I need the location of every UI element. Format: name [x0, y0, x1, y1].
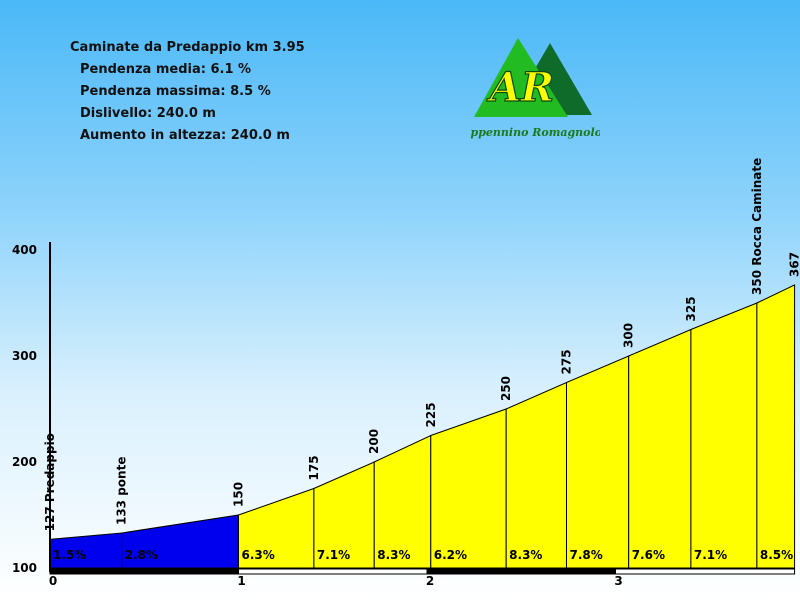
- profile-segment: [628, 328, 692, 569]
- y-tick-label: 200: [12, 455, 37, 469]
- segment-grade-label: 7.6%: [632, 548, 665, 562]
- elevation-point-label: 150: [232, 482, 246, 507]
- segment-grade-label: 8.5%: [760, 548, 793, 562]
- route-title: Caminate da Predappio km 3.95: [70, 40, 305, 55]
- segment-grade-label: 7.8%: [569, 548, 602, 562]
- segment-grade-label: 2.8%: [125, 548, 158, 562]
- logo-front-mountain: [474, 38, 568, 117]
- elevation-point-label: 250: [499, 376, 513, 401]
- profile-labels: 1.5% 2.8% 6.3% 7.1% 8.3% 6.2% 8.3% 7.8% 7.6% 7.1%…: [43, 158, 800, 562]
- y-tick-label: 100: [12, 561, 37, 575]
- elevation-point-label: 325: [684, 296, 698, 321]
- segment-grade-label: 7.1%: [694, 548, 727, 562]
- y-tick-label: 300: [12, 349, 37, 363]
- x-axis-km-bar: [238, 568, 428, 575]
- x-tick-label: 0: [49, 574, 57, 588]
- x-tick-label: 2: [426, 574, 434, 588]
- max-grade: Pendenza massima: 8.5 %: [80, 84, 271, 99]
- profile-segments: [49, 284, 796, 569]
- elevation-point-label: 300: [622, 323, 636, 348]
- x-tick-label: 3: [614, 574, 622, 588]
- profile-segment: [430, 408, 507, 569]
- profile-segment: [565, 355, 630, 569]
- route-info-panel: Caminate da Predappio km 3.95 Pendenza m…: [70, 37, 305, 147]
- elevation-point-label: 350 Rocca Caminate: [750, 158, 764, 295]
- segment-grade-label: 6.3%: [242, 548, 275, 562]
- elevation-point-label: 225: [424, 402, 438, 427]
- logo-letters: AR: [486, 64, 554, 111]
- logo-caption: Appennino Romagnolo: [470, 126, 600, 139]
- average-grade: Pendenza media: 6.1 %: [80, 62, 252, 77]
- elevation-gain: Aumento in altezza: 240.0 m: [80, 128, 290, 143]
- x-axis-km-bar: [49, 568, 239, 575]
- x-tick-label: 1: [237, 574, 245, 588]
- y-tick-label: 400: [12, 243, 37, 257]
- segment-grade-label: 7.1%: [317, 548, 350, 562]
- elevation-point-label: 127 Predappio: [43, 433, 57, 531]
- elevation-point-label: 200: [367, 429, 381, 454]
- segment-grade-label: 8.3%: [377, 548, 410, 562]
- x-axis-km-bar: [426, 568, 616, 575]
- segment-grade-label: 8.3%: [509, 548, 542, 562]
- profile-segment: [690, 302, 758, 569]
- profile-segment: [756, 284, 796, 569]
- chart-axes: 100 200 300 400 0 1 2 3: [12, 242, 796, 588]
- segment-grade-label: 6.2%: [434, 548, 467, 562]
- appennino-romagnolo-logo: AR Appennino Romagnolo: [470, 38, 600, 139]
- elevation-point-label: 275: [559, 349, 573, 374]
- elevation-point-label: 367: [788, 252, 800, 277]
- profile-segment: [505, 381, 567, 569]
- elevation-point-label: 175: [307, 455, 321, 480]
- x-axis-km-bar: [615, 568, 796, 575]
- segment-grade-label: 1.5%: [53, 548, 86, 562]
- elevation-drop: Dislivello: 240.0 m: [80, 106, 216, 121]
- elevation-point-label: 133 ponte: [115, 457, 129, 525]
